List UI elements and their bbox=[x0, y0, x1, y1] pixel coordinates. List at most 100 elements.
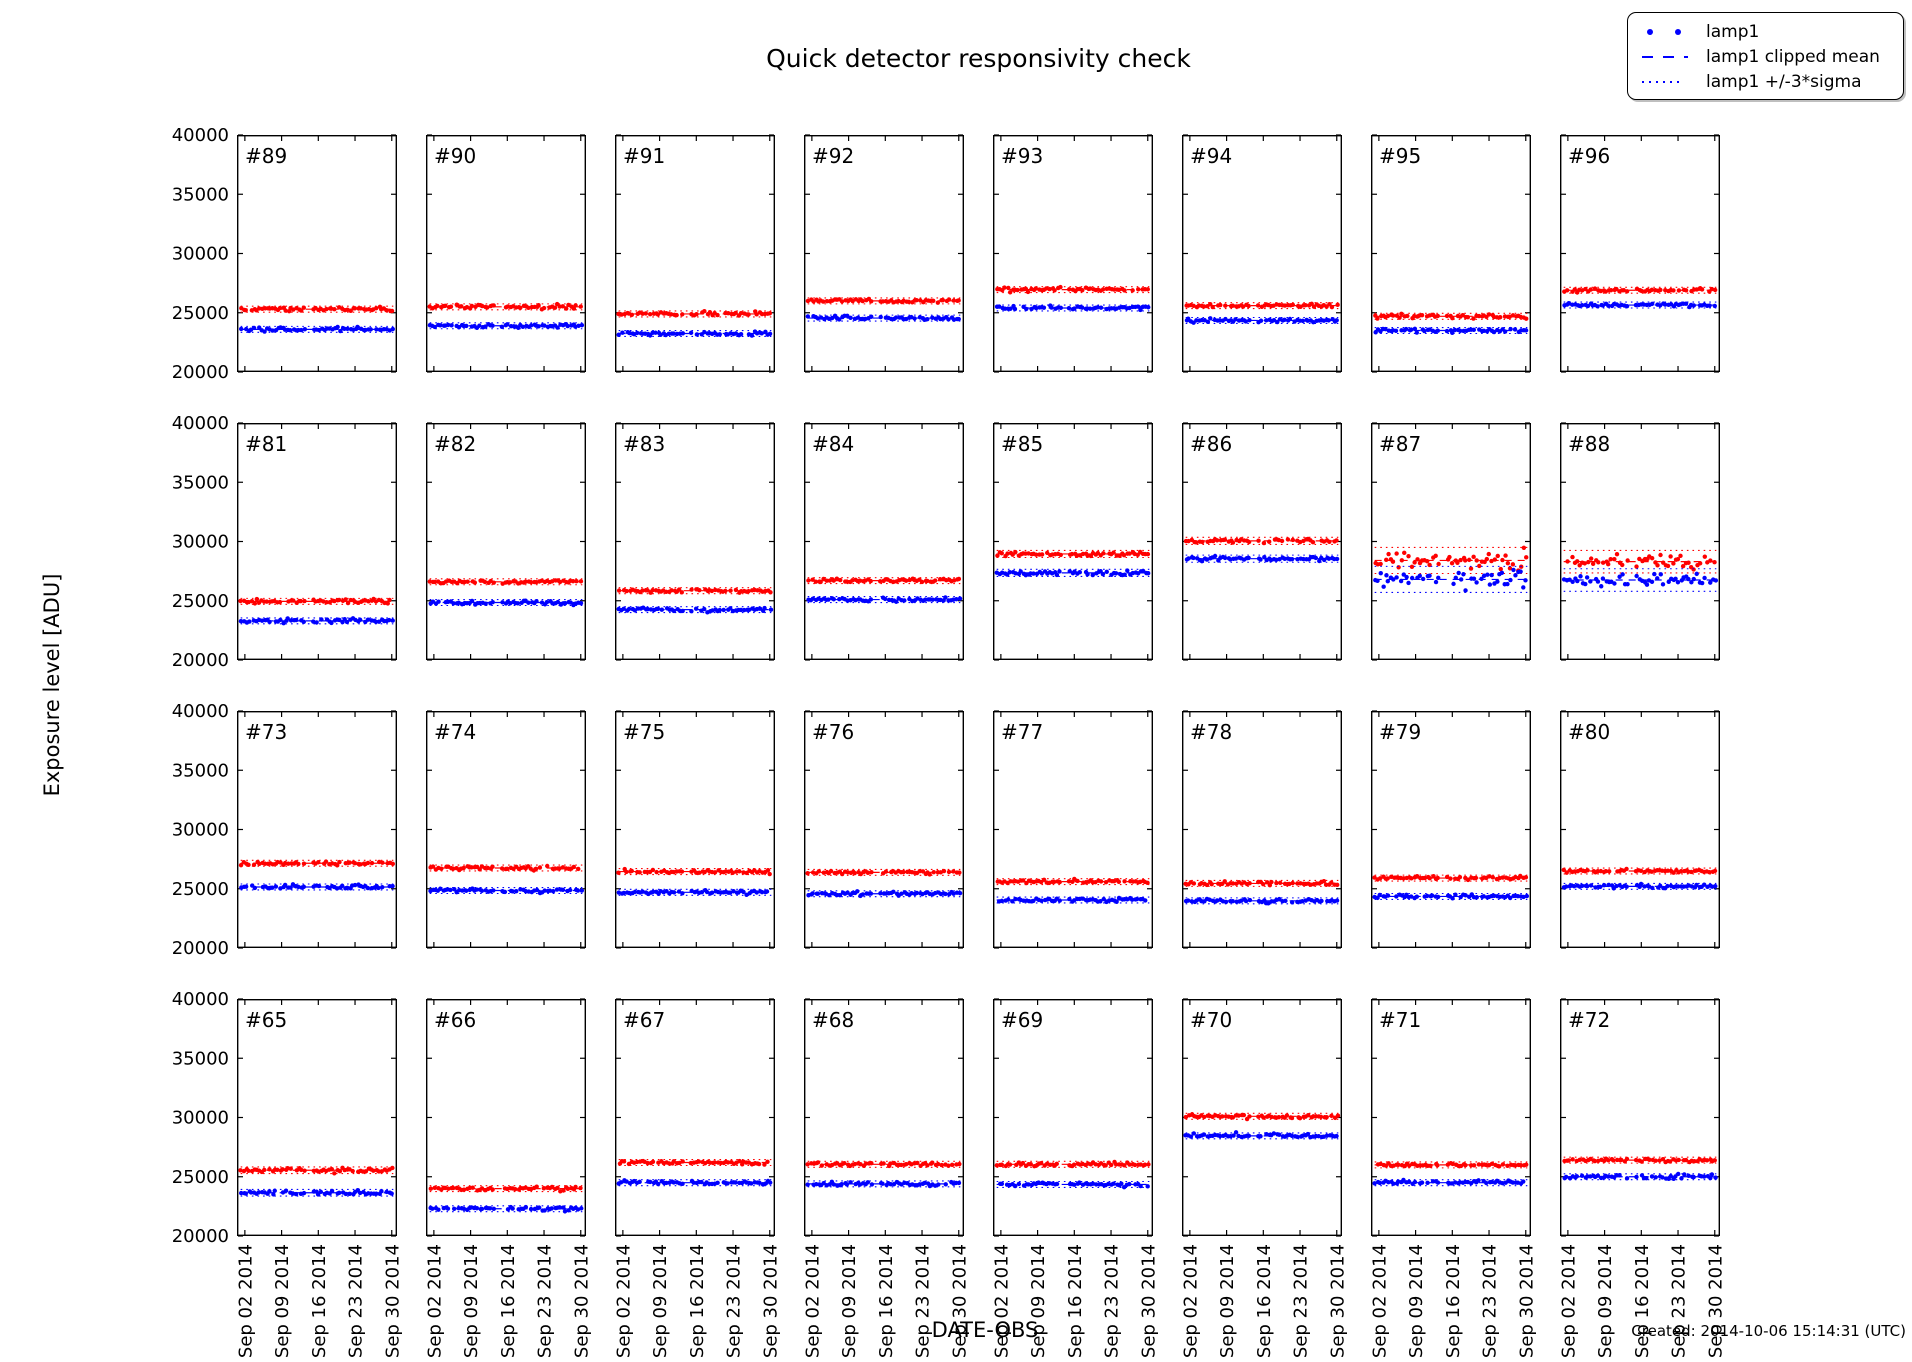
subplot-81: #81 20000 25000 30000 35000 40000 bbox=[172, 413, 398, 671]
blue-series-points bbox=[1183, 1130, 1339, 1140]
panel-border bbox=[1370, 710, 1532, 949]
panel-border bbox=[1559, 422, 1721, 661]
dashed-line-marker-icon bbox=[1642, 55, 1688, 58]
x-tick-label: Sep 09 2014 bbox=[461, 1244, 482, 1358]
red-series-points bbox=[994, 1159, 1151, 1169]
red-series-points bbox=[427, 301, 583, 312]
subplot-95: #95 bbox=[1370, 134, 1532, 373]
x-tick-label: Sep 02 2014 bbox=[613, 1244, 634, 1358]
x-tick-label: Sep 09 2014 bbox=[1595, 1244, 1616, 1358]
y-tick-labels: 20000 25000 30000 35000 40000 bbox=[172, 989, 229, 1247]
y-tick-label: 30000 bbox=[172, 1108, 229, 1129]
panel-id-label: #83 bbox=[623, 432, 665, 456]
panel-id-label: #69 bbox=[1001, 1008, 1043, 1032]
blue-series-points bbox=[427, 321, 585, 330]
subplot-82: #82 bbox=[425, 422, 587, 661]
subplot-80: #80 bbox=[1559, 710, 1721, 949]
y-tick-label: 25000 bbox=[172, 303, 229, 324]
x-tick-label: Sep 16 2014 bbox=[1254, 1244, 1275, 1358]
panel-border bbox=[236, 710, 398, 949]
panel-border bbox=[992, 998, 1154, 1237]
panel-border bbox=[614, 134, 776, 373]
blue-series-points bbox=[996, 895, 1148, 905]
blue-series-points bbox=[1561, 881, 1718, 891]
tick-marks bbox=[805, 998, 963, 1237]
panel-id-label: #68 bbox=[812, 1008, 854, 1032]
red-series-points bbox=[428, 863, 581, 873]
y-tick-label: 30000 bbox=[172, 820, 229, 841]
panel-id-label: #87 bbox=[1379, 432, 1421, 456]
tick-marks bbox=[427, 134, 585, 373]
subplot-78: #78 bbox=[1181, 710, 1343, 949]
subplot-71: #71 Sep 02 2014 Sep 09 2014 Sep 16 2014 Sep … bbox=[1369, 998, 1537, 1358]
x-tick-label: Sep 09 2014 bbox=[1217, 1244, 1238, 1358]
panel-border bbox=[425, 710, 587, 949]
blue-series-points bbox=[428, 886, 585, 896]
blue-series-points bbox=[994, 303, 1151, 313]
blue-series-points bbox=[1373, 326, 1529, 335]
x-tick-label: Sep 16 2014 bbox=[876, 1244, 897, 1358]
x-tick-labels: Sep 02 2014 Sep 09 2014 Sep 16 2014 Sep 23 … bbox=[613, 1244, 781, 1358]
x-tick-label: Sep 16 2014 bbox=[1632, 1244, 1653, 1358]
panel-border bbox=[1181, 998, 1343, 1237]
red-series-points bbox=[616, 587, 773, 595]
tick-marks bbox=[994, 710, 1152, 949]
blue-series-points bbox=[1562, 300, 1717, 310]
y-tick-label: 20000 bbox=[172, 362, 229, 383]
blue-series-points bbox=[428, 1204, 584, 1214]
subplot-83: #83 bbox=[614, 422, 776, 661]
panel-id-label: #73 bbox=[245, 720, 287, 744]
subplot-88: #88 bbox=[1559, 422, 1721, 661]
panel-id-label: #71 bbox=[1379, 1008, 1421, 1032]
x-tick-labels: Sep 02 2014 Sep 09 2014 Sep 16 2014 Sep 23 … bbox=[1369, 1244, 1537, 1358]
y-tick-label: 35000 bbox=[172, 1048, 229, 1069]
red-series-points bbox=[805, 296, 961, 305]
panel-border bbox=[425, 998, 587, 1237]
red-series-points bbox=[995, 284, 1150, 295]
x-tick-label: Sep 23 2014 bbox=[346, 1244, 367, 1358]
panel-id-label: #80 bbox=[1568, 720, 1610, 744]
panel-id-label: #76 bbox=[812, 720, 854, 744]
blue-series-points bbox=[806, 889, 963, 899]
y-tick-label: 25000 bbox=[172, 591, 229, 612]
red-series-points bbox=[616, 866, 772, 877]
x-tick-label: Sep 16 2014 bbox=[309, 1244, 330, 1358]
subplot-93: #93 bbox=[992, 134, 1154, 373]
subplot-86: #86 bbox=[1181, 422, 1343, 661]
panel-border bbox=[236, 422, 398, 661]
y-axis-label: Exposure level [ADU] bbox=[40, 573, 64, 797]
panel-border bbox=[614, 710, 776, 949]
panel-id-label: #81 bbox=[245, 432, 287, 456]
x-tick-label: Sep 09 2014 bbox=[839, 1244, 860, 1358]
red-series-points bbox=[1372, 873, 1529, 883]
panel-border bbox=[1181, 422, 1343, 661]
tick-marks bbox=[805, 710, 963, 949]
panel-id-label: #77 bbox=[1001, 720, 1043, 744]
blue-series-points bbox=[998, 1180, 1150, 1190]
x-tick-label: Sep 09 2014 bbox=[1406, 1244, 1427, 1358]
panel-border bbox=[1370, 422, 1532, 661]
x-tick-label: Sep 02 2014 bbox=[802, 1244, 823, 1358]
y-tick-label: 40000 bbox=[172, 989, 229, 1010]
tick-marks bbox=[238, 998, 396, 1237]
red-series-points bbox=[1373, 545, 1529, 573]
dotted-line-marker-icon bbox=[1642, 80, 1684, 83]
panel-id-label: #93 bbox=[1001, 144, 1043, 168]
panel-id-label: #82 bbox=[434, 432, 476, 456]
panel-border bbox=[1181, 710, 1343, 949]
panel-id-label: #67 bbox=[623, 1008, 665, 1032]
panel-id-label: #72 bbox=[1568, 1008, 1610, 1032]
x-tick-labels: Sep 02 2014 Sep 09 2014 Sep 16 2014 Sep 23 … bbox=[1558, 1244, 1726, 1358]
subplot-91: #91 bbox=[614, 134, 776, 373]
tick-marks bbox=[1372, 422, 1530, 661]
y-tick-label: 40000 bbox=[172, 701, 229, 722]
y-tick-label: 25000 bbox=[172, 879, 229, 900]
tick-marks bbox=[616, 134, 774, 373]
x-tick-labels: Sep 02 2014 Sep 09 2014 Sep 16 2014 Sep 23 … bbox=[802, 1244, 970, 1358]
blue-series-points bbox=[616, 605, 774, 615]
panel-id-label: #65 bbox=[245, 1008, 287, 1032]
panel-id-label: #88 bbox=[1568, 432, 1610, 456]
panel-border bbox=[1559, 134, 1721, 373]
x-tick-label: Sep 02 2014 bbox=[424, 1244, 445, 1358]
